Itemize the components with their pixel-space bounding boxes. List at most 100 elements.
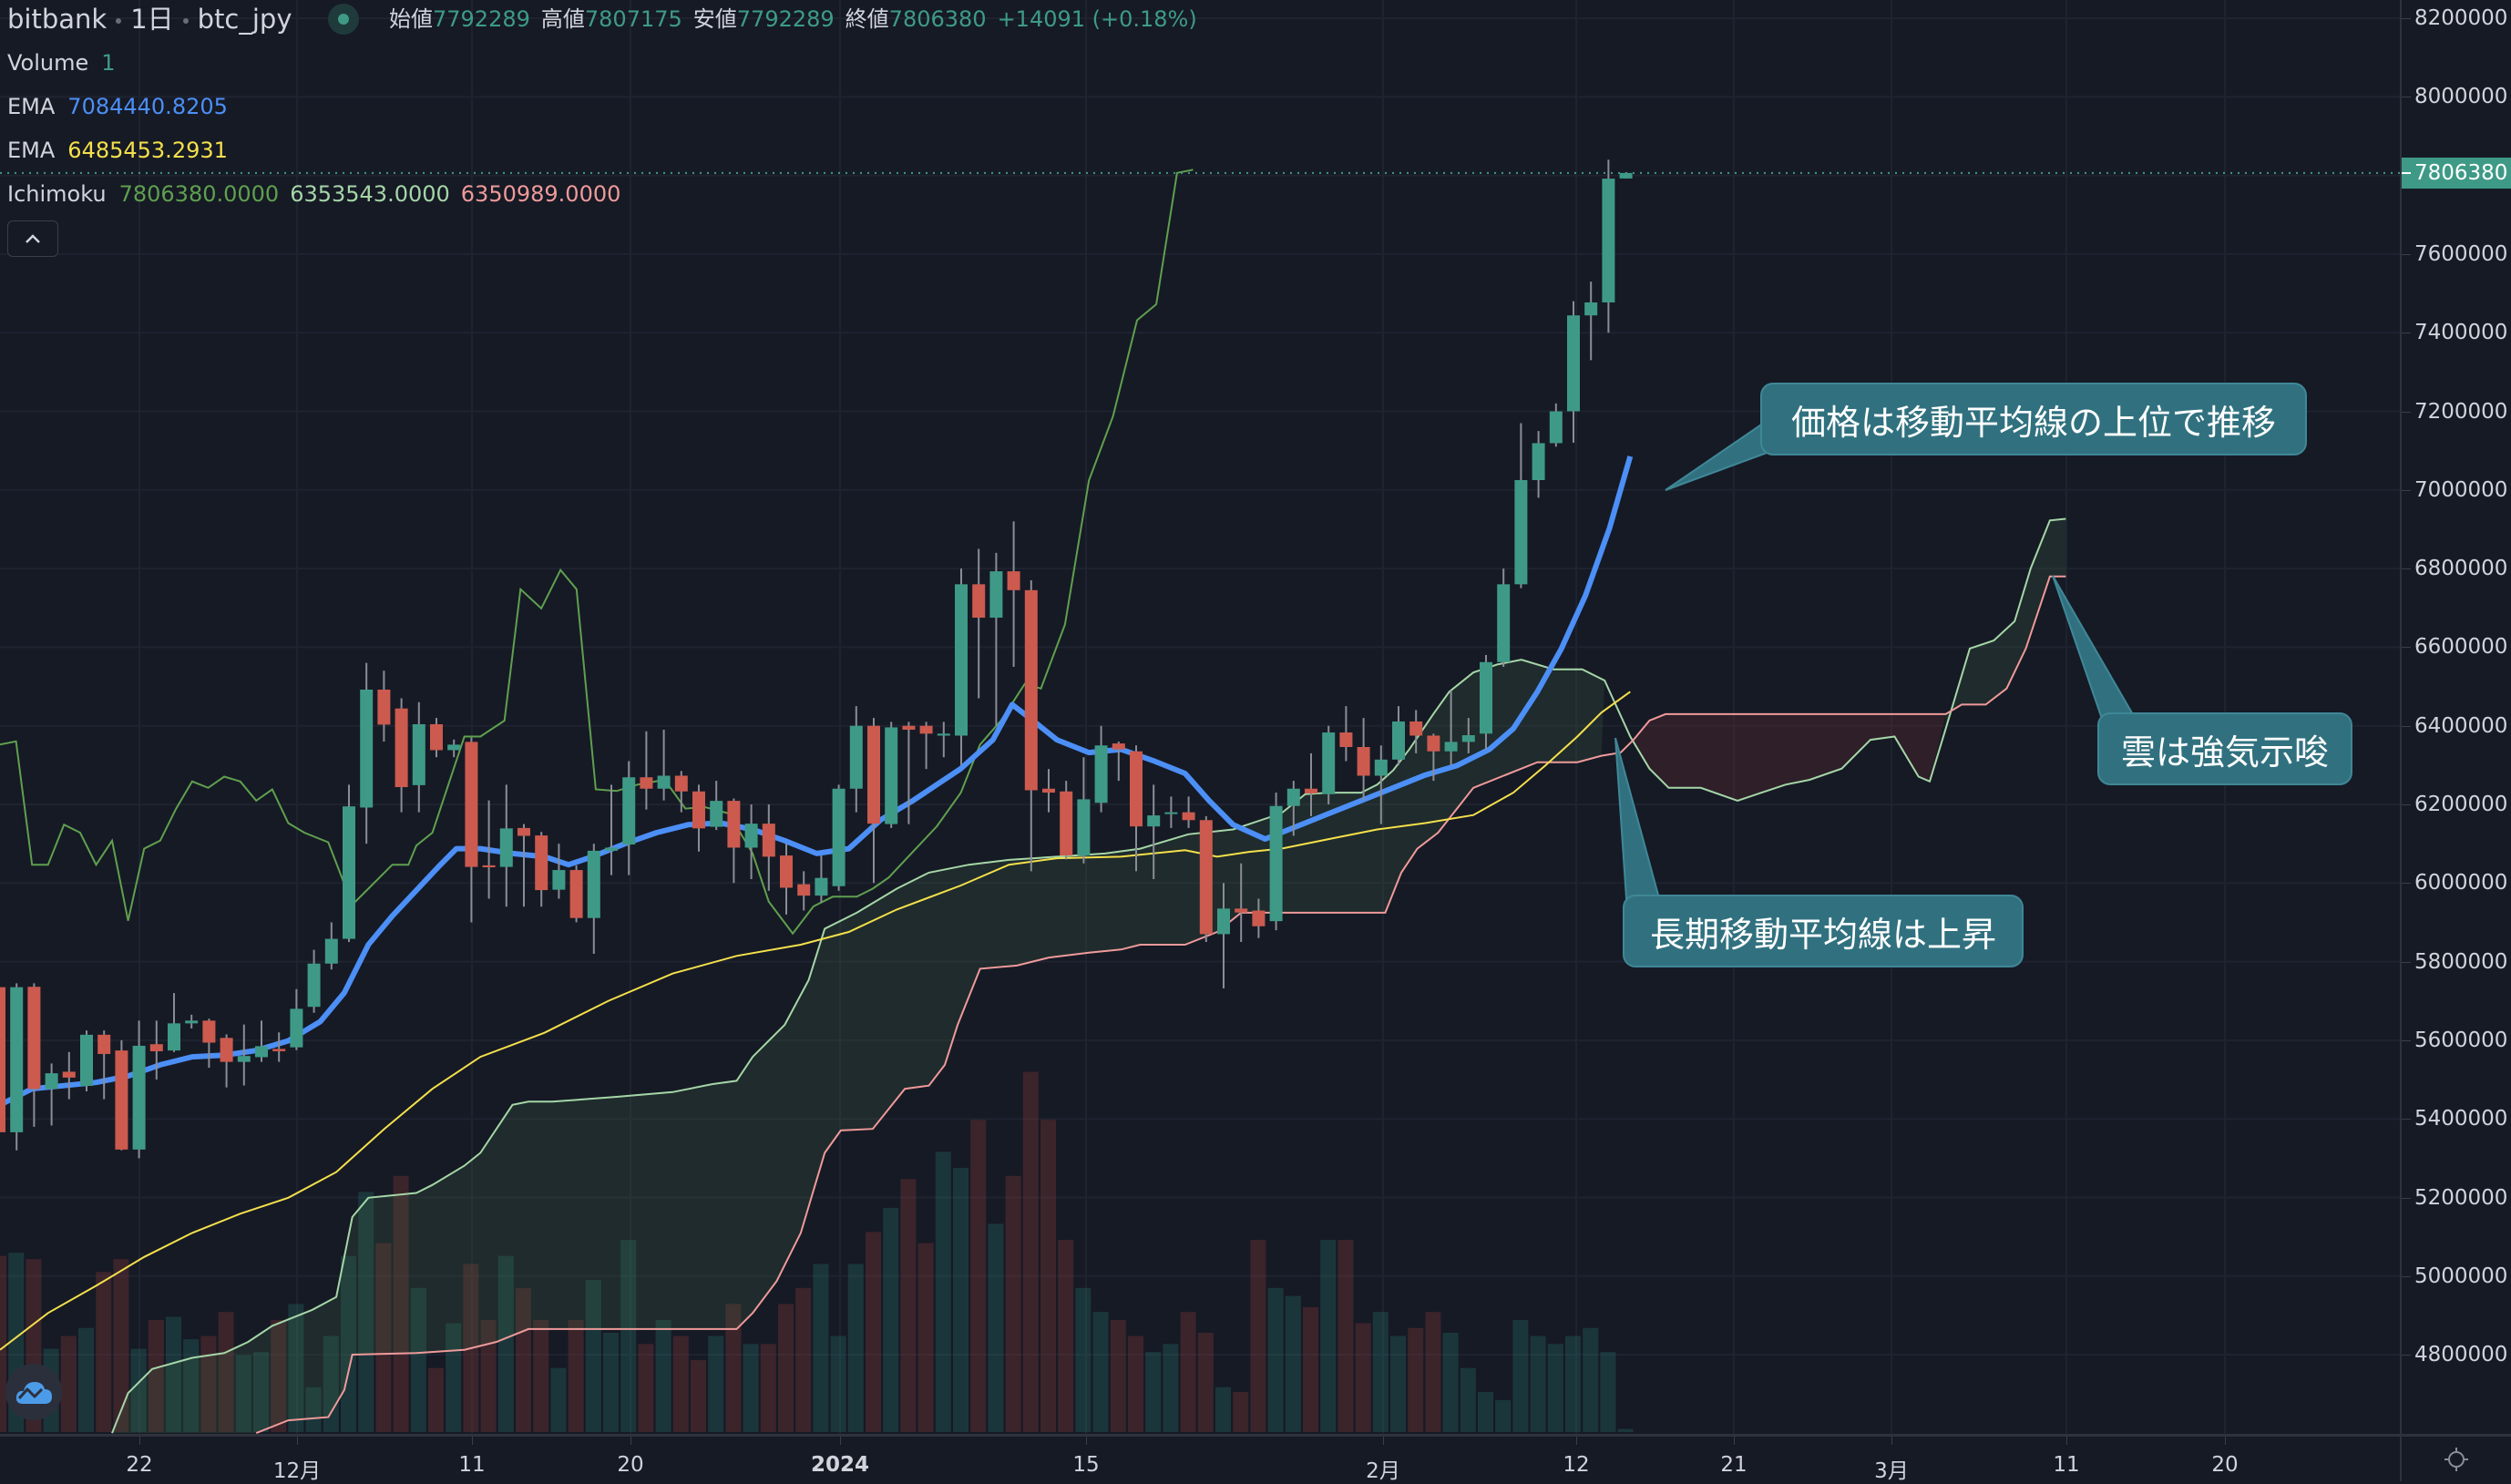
collapse-legend-button[interactable] <box>7 220 58 257</box>
volume-value: 1 <box>101 50 116 76</box>
price-label: 7400000 <box>2414 321 2508 345</box>
price-label: 5800000 <box>2414 949 2508 974</box>
ichimoku-value-2: 6353543.0000 <box>290 181 450 207</box>
price-label: 5200000 <box>2414 1185 2508 1210</box>
price-label: 6800000 <box>2414 557 2508 581</box>
legend-ema-fast[interactable]: EMA 7084440.8205 <box>7 93 228 120</box>
exchange-name: bitbank <box>7 4 108 35</box>
open-value: 7792289 <box>433 6 530 32</box>
time-tick <box>2066 1437 2067 1445</box>
price-label: 4800000 <box>2414 1343 2508 1367</box>
annotation-callout[interactable]: 長期移動平均線は上昇 <box>1623 895 2024 967</box>
legend-ichimoku[interactable]: Ichimoku 7806380.0000 6353543.0000 6350989.… <box>7 180 620 208</box>
price-tick <box>2402 1039 2411 1041</box>
price-tick <box>2402 489 2411 491</box>
close-value: 7806380 <box>888 6 987 32</box>
annotation-callout[interactable]: 雲は強気示唆 <box>2097 712 2352 785</box>
chevron-up-icon <box>26 234 40 243</box>
time-tick <box>1383 1437 1384 1445</box>
time-tick <box>1734 1437 1735 1445</box>
price-label: 7200000 <box>2414 399 2508 424</box>
price-label: 8000000 <box>2414 85 2508 109</box>
open-label: 始値 <box>389 6 433 32</box>
price-tick <box>2402 18 2411 19</box>
chart-settings-button[interactable] <box>2400 1434 2511 1481</box>
price-label: 6000000 <box>2414 871 2508 896</box>
price-tick <box>2402 647 2411 649</box>
time-tick <box>1576 1437 1577 1445</box>
price-label: 5600000 <box>2414 1028 2508 1052</box>
ohlc-values: 始値7792289 高値7807175 安値7792289 終値7806380 +140… <box>389 5 1208 33</box>
symbol-title[interactable]: bitbank 1日 btc_jpy <box>7 5 292 33</box>
price-axis[interactable]: 8200000 8000000 7600000 7400000 7200000 70000… <box>2400 0 2511 1434</box>
time-tick <box>630 1437 631 1445</box>
time-tick <box>1086 1437 1087 1445</box>
annotation-pointers <box>1614 417 2136 899</box>
ichimoku-value-1: 7806380.0000 <box>118 181 280 207</box>
time-label: 2月 <box>1366 1459 1400 1483</box>
time-label: 12月 <box>272 1459 322 1483</box>
symbol-name: btc_jpy <box>197 4 292 35</box>
settings-sun-icon <box>2444 1447 2468 1471</box>
high-value: 7807175 <box>584 6 682 32</box>
price-tick <box>2402 883 2411 885</box>
price-label: 5400000 <box>2414 1107 2508 1131</box>
time-label: 3月 <box>1874 1459 1909 1483</box>
high-label: 高値 <box>540 6 585 32</box>
price-tick <box>2402 411 2411 413</box>
time-label: 12 <box>1563 1453 1590 1477</box>
price-label: 6200000 <box>2414 793 2508 816</box>
price-label: 6400000 <box>2414 713 2508 738</box>
time-tick <box>472 1437 473 1445</box>
time-tick <box>297 1437 298 1445</box>
separator-dot <box>116 18 122 24</box>
price-tick <box>2402 1275 2411 1277</box>
ichimoku-label: Ichimoku <box>7 181 107 207</box>
low-label: 安値 <box>692 6 737 32</box>
price-label: 5000000 <box>2414 1264 2508 1288</box>
ema-slow-label: EMA <box>7 138 56 163</box>
time-tick <box>840 1437 841 1445</box>
separator-dot <box>182 18 189 24</box>
time-axis[interactable]: 22 12月 11 20 2024 15 2月 12 21 3月 11 20 <box>0 1434 2400 1483</box>
time-label: 22 <box>126 1453 153 1477</box>
volume-label: Volume <box>7 50 89 76</box>
time-label: 2024 <box>810 1453 870 1477</box>
price-label: 7600000 <box>2414 241 2508 266</box>
ichimoku-value-3: 6350989.0000 <box>460 181 621 207</box>
price-tick <box>2402 1197 2411 1199</box>
price-label: 7000000 <box>2414 477 2508 502</box>
legend-ema-slow[interactable]: EMA 6485453.2931 <box>7 137 228 164</box>
low-value: 7792289 <box>736 6 835 32</box>
price-tick <box>2402 1119 2411 1121</box>
time-tick <box>2225 1437 2226 1445</box>
price-label: 6600000 <box>2414 635 2508 660</box>
annotation-callout[interactable]: 価格は移動平均線の上位で推移 <box>1760 383 2307 455</box>
ema-fast-value: 7084440.8205 <box>67 94 228 119</box>
legend-volume[interactable]: Volume 1 <box>7 49 116 77</box>
price-tick <box>2402 253 2411 255</box>
time-label: 20 <box>2211 1453 2239 1477</box>
market-status-icon[interactable] <box>328 4 359 35</box>
ema-slow-value: 6485453.2931 <box>67 138 228 163</box>
time-label: 21 <box>1720 1453 1747 1477</box>
ema-fast-label: EMA <box>7 94 56 119</box>
price-tick <box>2402 804 2411 805</box>
grid-lines <box>0 0 2400 1434</box>
price-tick <box>2402 725 2411 727</box>
price-candles <box>0 159 1633 1159</box>
interval: 1日 <box>130 4 174 35</box>
time-label: 11 <box>458 1453 486 1477</box>
time-label: 11 <box>2053 1453 2080 1477</box>
last-price-label: 7806380 <box>2402 157 2511 189</box>
tradingview-logo[interactable] <box>5 1364 62 1420</box>
time-label: 20 <box>617 1453 644 1477</box>
time-label: 15 <box>1072 1453 1100 1477</box>
cloud-chart-icon <box>15 1382 52 1404</box>
change-value: +14091 (+0.18%) <box>997 6 1197 32</box>
candlestick-chart[interactable] <box>0 0 2400 1434</box>
ichimoku-cloud <box>112 518 2066 1434</box>
volume-bars <box>0 1071 1634 1432</box>
price-tick <box>2402 1355 2411 1356</box>
time-tick <box>1891 1437 1892 1445</box>
